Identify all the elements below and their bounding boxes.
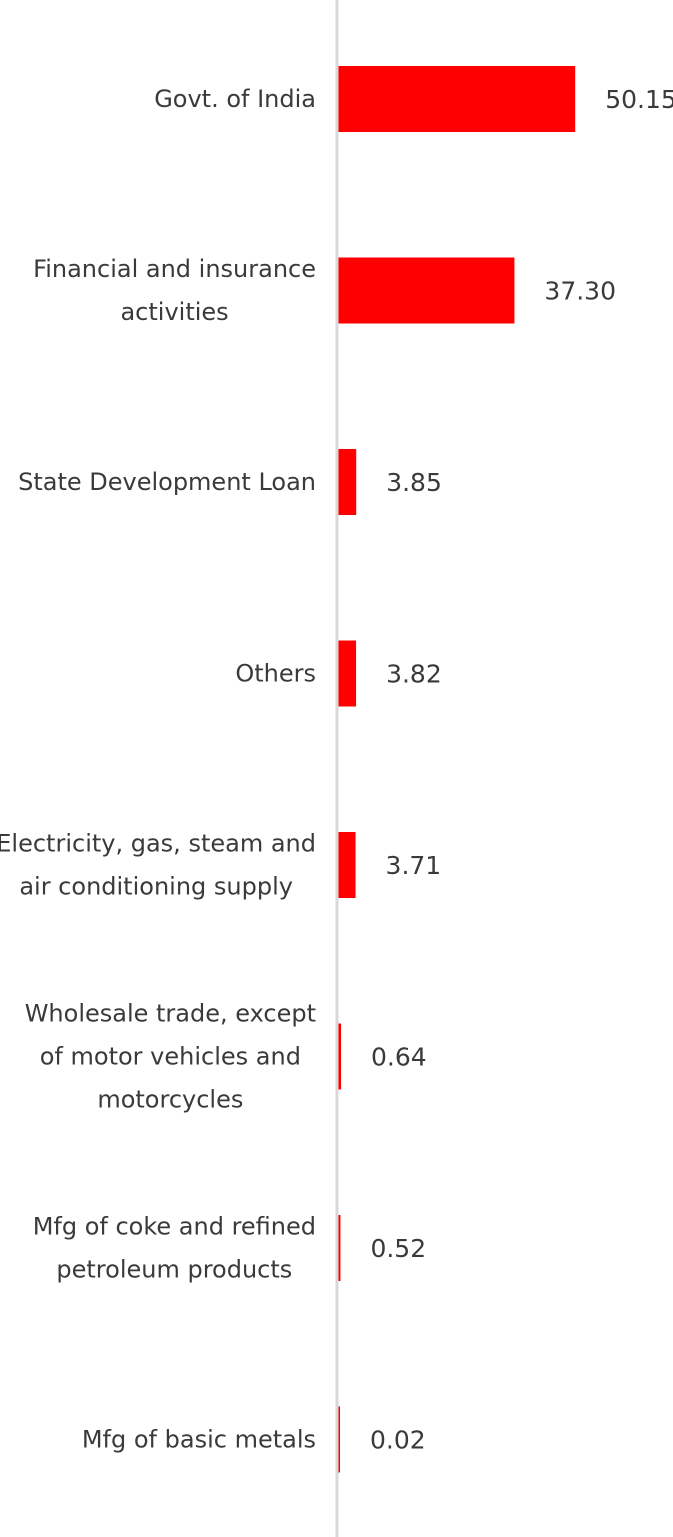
category-label-line: motorcycles (97, 1086, 243, 1114)
bar-5 (338, 832, 356, 898)
bar-3 (338, 449, 357, 515)
value-label-1: 50.15 (605, 85, 673, 114)
bar-1 (338, 66, 576, 132)
value-label-7: 0.52 (370, 1234, 426, 1263)
category-label-line: Mfg of basic metals (82, 1426, 316, 1454)
category-label-8: Mfg of basic metals (82, 1426, 316, 1454)
category-label-line: activities (120, 298, 228, 326)
category-label-7: Mfg of coke and refined petroleum product… (33, 1213, 316, 1284)
category-label-3: State Development Loan (18, 468, 316, 496)
category-label-line: Financial and insurance (33, 255, 316, 283)
labels-layer: 50.15 Govt. of India 37.30 Financial and in… (0, 85, 673, 1455)
category-label-6: Wholesale trade, except of motor vehicles… (25, 1000, 316, 1114)
category-label-4: Others (235, 660, 316, 688)
category-label-line: air conditioning supply (19, 873, 293, 901)
value-label-4: 3.82 (386, 660, 442, 689)
category-label-line: State Development Loan (18, 468, 316, 496)
category-label-line: Electricity, gas, steam and (0, 830, 316, 858)
category-label-line: Wholesale trade, except (25, 1000, 316, 1028)
category-label-line: Mfg of coke and refined (33, 1213, 316, 1241)
value-label-8: 0.02 (370, 1426, 426, 1455)
value-label-5: 3.71 (386, 851, 442, 880)
bar-4 (338, 640, 357, 707)
category-label-2: Financial and insurance activities (33, 255, 316, 326)
bar-8 (338, 1406, 340, 1473)
bar-7 (338, 1215, 341, 1281)
bars-layer (338, 66, 576, 1473)
category-label-line: Govt. of India (154, 85, 316, 113)
category-label-line: petroleum products (56, 1256, 292, 1284)
bar-2 (338, 257, 515, 324)
value-label-3: 3.85 (386, 468, 442, 497)
value-label-6: 0.64 (371, 1043, 427, 1072)
category-label-1: Govt. of India (154, 85, 316, 113)
category-label-line: Others (235, 660, 316, 688)
bar-6 (338, 1023, 342, 1090)
value-label-2: 37.30 (544, 277, 616, 306)
category-label-line: of motor vehicles and (40, 1043, 301, 1071)
category-label-5: Electricity, gas, steam and air condition… (0, 830, 316, 901)
